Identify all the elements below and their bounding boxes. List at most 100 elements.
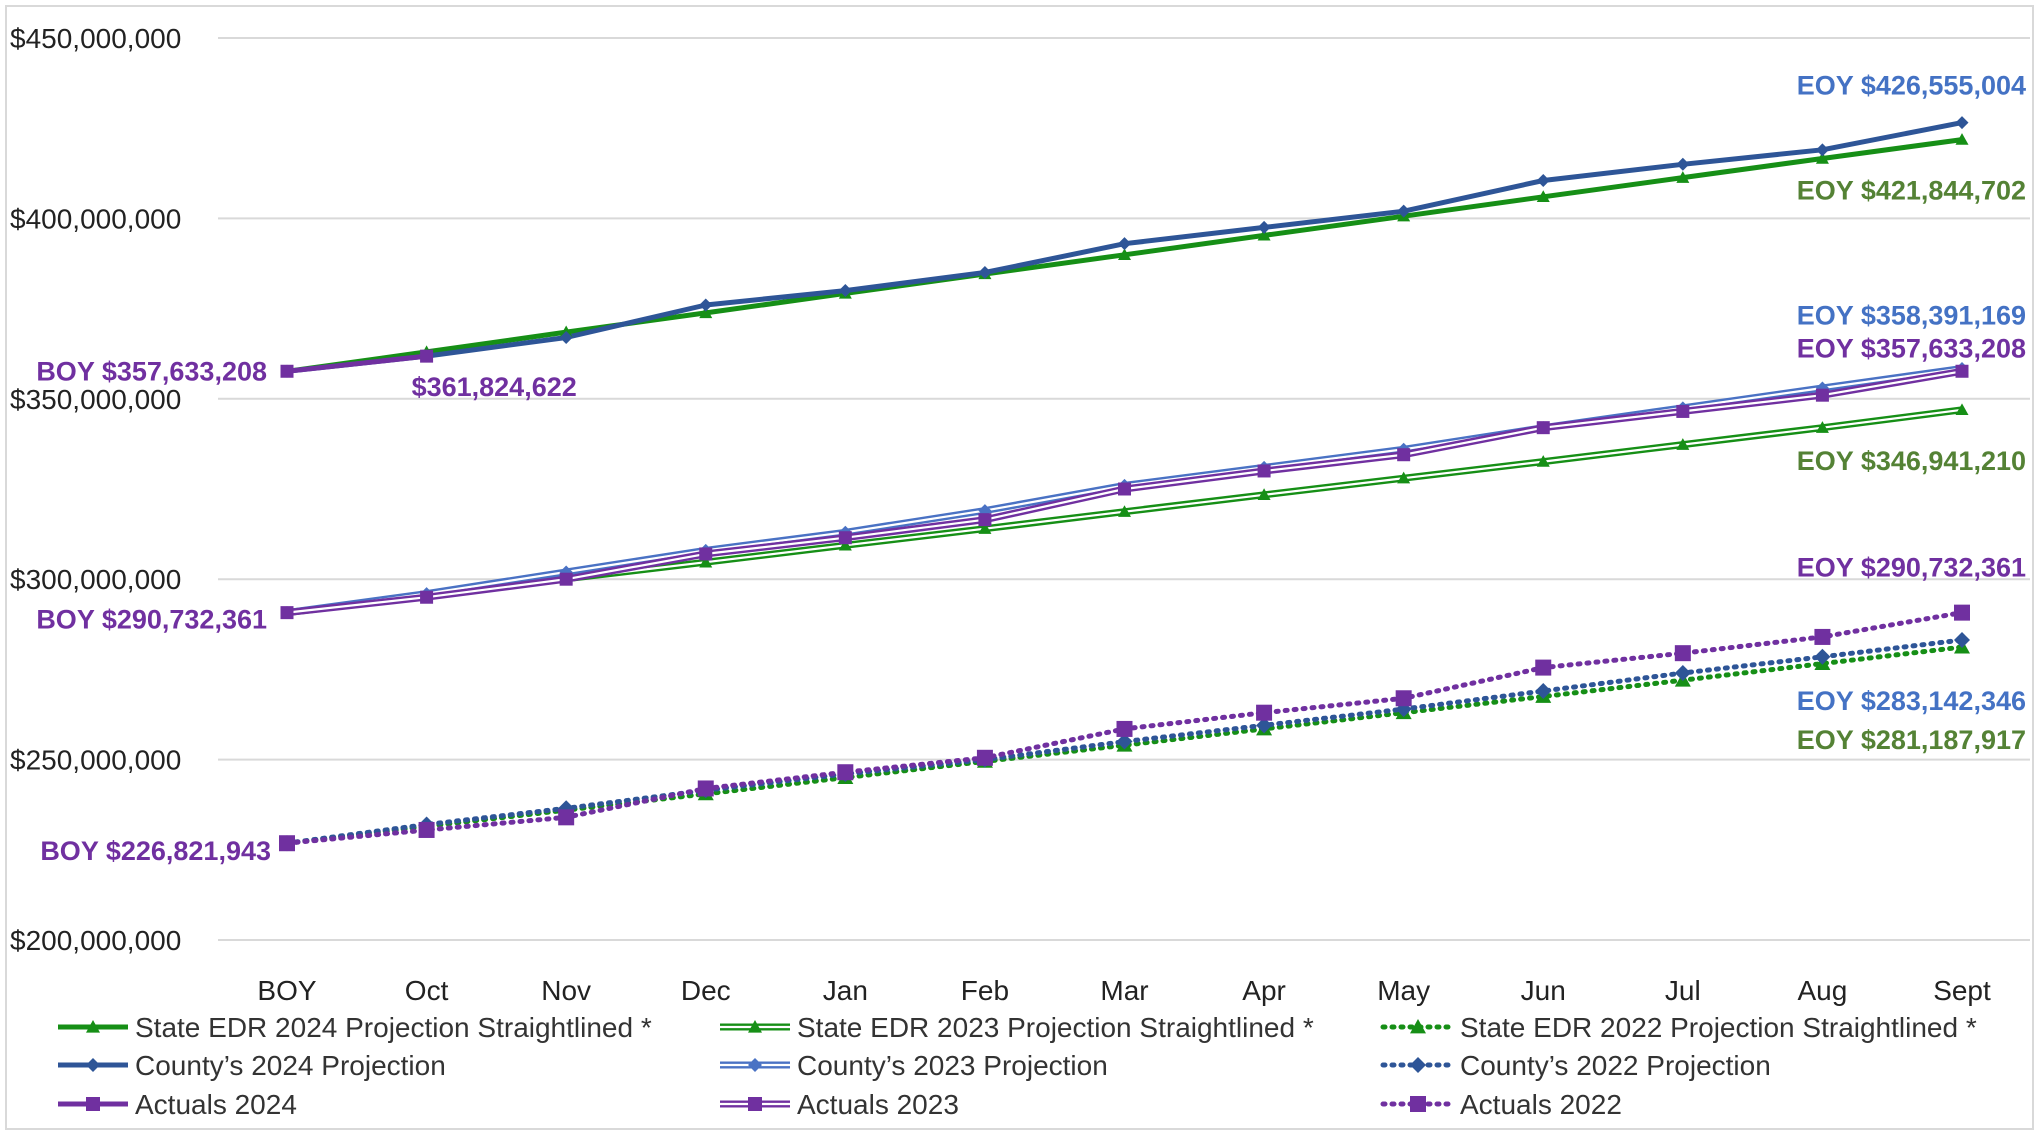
x-tick-label: Aug [1798,975,1848,1006]
point-county-s-2024-projection [978,266,992,280]
data-label: EOY $283,142,346 [1797,686,2026,716]
point-state-edr-2023-projection-straightlined [1257,488,1271,500]
x-tick-label: Oct [405,975,449,1006]
y-axis-ticks: $200,000,000 $250,000,000 $300,000,000 $350… [10,23,181,956]
data-label: $361,824,622 [412,372,577,402]
legend-item-county-s-2023-projection: County’s 2023 Projection [720,1050,1108,1081]
data-label: EOY $358,391,169 [1797,301,2026,331]
data-annotations: EOY $426,555,004 EOY $421,844,702 EOY $358… [36,71,2026,867]
point-actuals-2022 [697,780,714,797]
point-actuals-2022 [1674,645,1691,662]
point-county-s-2024-projection [1536,174,1550,188]
legend-label: State EDR 2022 Projection Straightlined … [1460,1012,1977,1043]
point-county-s-2022-projection [1256,717,1273,734]
x-tick-label: Jun [1521,975,1566,1006]
point-state-edr-2024-projection-straightlined [1676,171,1690,183]
point-state-edr-2024-projection-straightlined [699,306,713,319]
point-state-edr-2023-projection-straightlined [1397,471,1411,484]
x-tick-label: Nov [541,975,591,1006]
point-actuals-2023 [559,572,573,586]
series-line-actuals-2024 [286,353,427,374]
point-actuals-2022 [1395,690,1412,707]
legend: State EDR 2024 Projection Straightlined … [58,1012,1977,1120]
point-county-s-2022-projection [1116,733,1133,750]
point-actuals-2024 [420,349,434,363]
data-label: EOY $290,732,361 [1797,553,2026,583]
point-county-s-2024-projection [1397,204,1411,218]
x-tick-label: May [1377,975,1430,1006]
data-label: BOY $290,732,361 [36,605,267,635]
point-actuals-2022 [1116,720,1133,737]
point-county-s-2024-projection [1955,116,1969,130]
y-tick-label: $300,000,000 [10,564,181,595]
point-county-s-2022-projection [1674,665,1691,682]
y-tick-label: $400,000,000 [10,203,181,234]
data-label: EOY $346,941,210 [1797,446,2026,476]
point-state-edr-2023-projection-straightlined [1118,505,1131,517]
point-actuals-2022 [1954,604,1970,621]
point-actuals-2022 [1535,659,1552,676]
point-state-edr-2023-projection-straightlined [1815,421,1829,433]
point-state-edr-2024-projection-straightlined [1536,190,1550,202]
x-tick-label: Dec [681,975,731,1006]
legend-label: Actuals 2023 [797,1089,959,1120]
point-actuals-2023 [978,513,992,527]
legend-item-state-edr-2023-projection-straightlined: State EDR 2023 Projection Straightlined … [720,1012,1314,1043]
legend-item-actuals-2024: Actuals 2024 [58,1089,297,1120]
x-tick-label: Jul [1665,975,1701,1006]
point-actuals-2023 [1536,421,1550,435]
legend-label: Actuals 2022 [1460,1089,1622,1120]
point-state-edr-2023-projection-straightlined [978,522,992,534]
legend-item-actuals-2023: Actuals 2023 [720,1089,959,1120]
legend-item-state-edr-2024-projection-straightlined: State EDR 2024 Projection Straightlined … [58,1012,652,1043]
x-tick-label: Feb [961,975,1009,1006]
point-county-s-2024-projection [1676,157,1690,171]
point-state-edr-2023-projection-straightlined [699,555,713,568]
point-county-s-2024-projection [1257,220,1271,234]
x-tick-label: Jan [823,975,868,1006]
point-actuals-2022 [1814,628,1831,645]
data-label: EOY $426,555,004 [1797,71,2026,101]
legend-marker [1410,1019,1426,1034]
legend-marker [1410,1096,1426,1112]
point-actuals-2022 [418,821,435,838]
point-actuals-2023 [1676,404,1690,418]
point-actuals-2023 [1955,364,1969,378]
point-actuals-2023 [420,590,434,604]
data-label: BOY $357,633,208 [36,356,267,386]
point-state-edr-2024-projection-straightlined [1257,228,1271,241]
point-state-edr-2024-projection-straightlined [1118,248,1131,261]
point-actuals-2023 [1118,482,1131,496]
legend-label: State EDR 2024 Projection Straightlined … [135,1012,652,1043]
point-actuals-2023 [1397,448,1411,462]
point-county-s-2024-projection [1815,143,1829,157]
point-county-s-2022-projection [1535,683,1552,700]
legend-label: Actuals 2024 [135,1089,297,1120]
data-label: EOY $281,187,917 [1797,725,2026,755]
legend-marker [748,1097,762,1111]
series-markers [279,116,1970,852]
legend-marker [86,1020,100,1033]
point-actuals-2023 [280,606,294,620]
y-tick-label: $350,000,000 [10,384,181,415]
legend-marker [1410,1057,1426,1073]
point-actuals-2022 [837,764,854,781]
legend-item-county-s-2024-projection: County’s 2024 Projection [58,1050,446,1081]
legend-marker [86,1058,100,1072]
legend-item-actuals-2022: Actuals 2022 [1380,1089,1622,1120]
point-county-s-2024-projection [1118,237,1131,251]
point-actuals-2024 [280,364,294,378]
legend-label: County’s 2024 Projection [135,1050,446,1081]
point-county-s-2024-projection [838,284,852,298]
chart-border [5,5,2034,1130]
data-label: EOY $421,844,702 [1797,176,2026,206]
point-actuals-2022 [1256,704,1273,721]
point-actuals-2022 [976,749,993,766]
x-axis-ticks: BOY Oct Nov Dec Jan Feb Mar Apr May Jun Jul Aug Sept [257,975,1991,1006]
y-tick-label: $250,000,000 [10,745,181,776]
legend-item-county-s-2022-projection: County’s 2022 Projection [1380,1050,1771,1081]
point-county-s-2022-projection [1954,632,1970,649]
point-state-edr-2023-projection-straightlined [838,538,852,551]
data-label: EOY $357,633,208 [1797,333,2026,363]
